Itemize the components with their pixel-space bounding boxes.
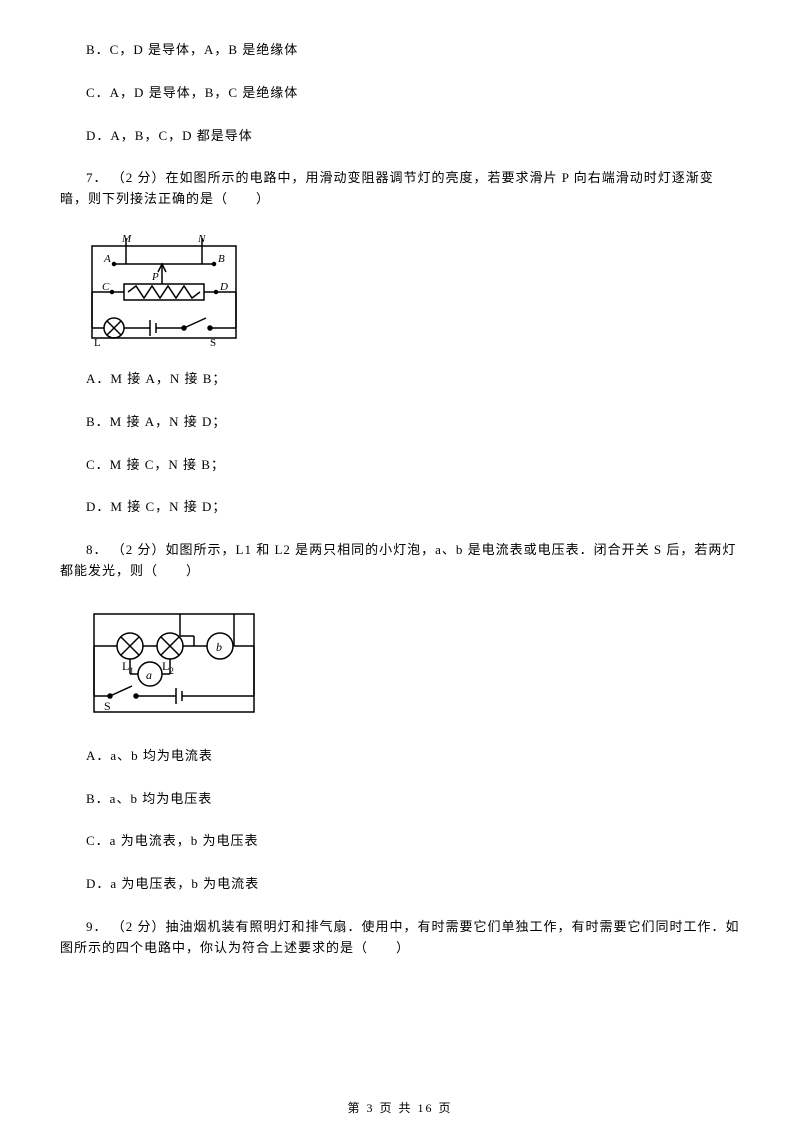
label-L1: L1 [122,659,134,676]
q8-option-a: A．a、b 均为电流表 [60,746,740,767]
q9-stem: 9． （2 分）抽油烟机装有照明灯和排气扇．使用中，有时需要它们单独工作，有时需… [60,917,740,959]
q7-option-b: B．M 接 A，N 接 D； [60,412,740,433]
page-footer: 第 3 页 共 16 页 [0,1099,800,1118]
q8-stem: 8． （2 分）如图所示，L1 和 L2 是两只相同的小灯泡，a、b 是电流表或… [60,540,740,582]
q6-option-d: D．A，B，C，D 都是导体 [60,126,740,147]
label-B: B [218,253,225,265]
q7-circuit-diagram: M N A B P C D L S [84,232,740,347]
label-A: A [103,253,111,265]
q7-stem: 7． （2 分）在如图所示的电路中，用滑动变阻器调节灯的亮度，若要求滑片 P 向… [60,168,740,210]
label-D: D [219,281,228,293]
q8-option-d: D．a 为电压表，b 为电流表 [60,874,740,895]
label-P: P [151,271,159,283]
label-b: b [216,640,222,654]
q7-option-c: C．M 接 C，N 接 B； [60,455,740,476]
q6-option-c: C．A，D 是导体，B，C 是绝缘体 [60,83,740,104]
label-L: L [94,337,101,347]
q8-option-c: C．a 为电流表，b 为电压表 [60,831,740,852]
label-S: S [210,337,216,347]
q6-option-b: B．C，D 是导体，A，B 是绝缘体 [60,40,740,61]
label-S: S [104,699,111,713]
q7-option-a: A．M 接 A，N 接 B； [60,369,740,390]
label-a: a [146,668,152,682]
q7-option-d: D．M 接 C，N 接 D； [60,497,740,518]
label-C: C [102,281,110,293]
q8-circuit-diagram: L1 L2 a b S [84,604,740,724]
label-M: M [121,233,132,245]
q8-option-b: B．a、b 均为电压表 [60,789,740,810]
label-N: N [197,233,206,245]
